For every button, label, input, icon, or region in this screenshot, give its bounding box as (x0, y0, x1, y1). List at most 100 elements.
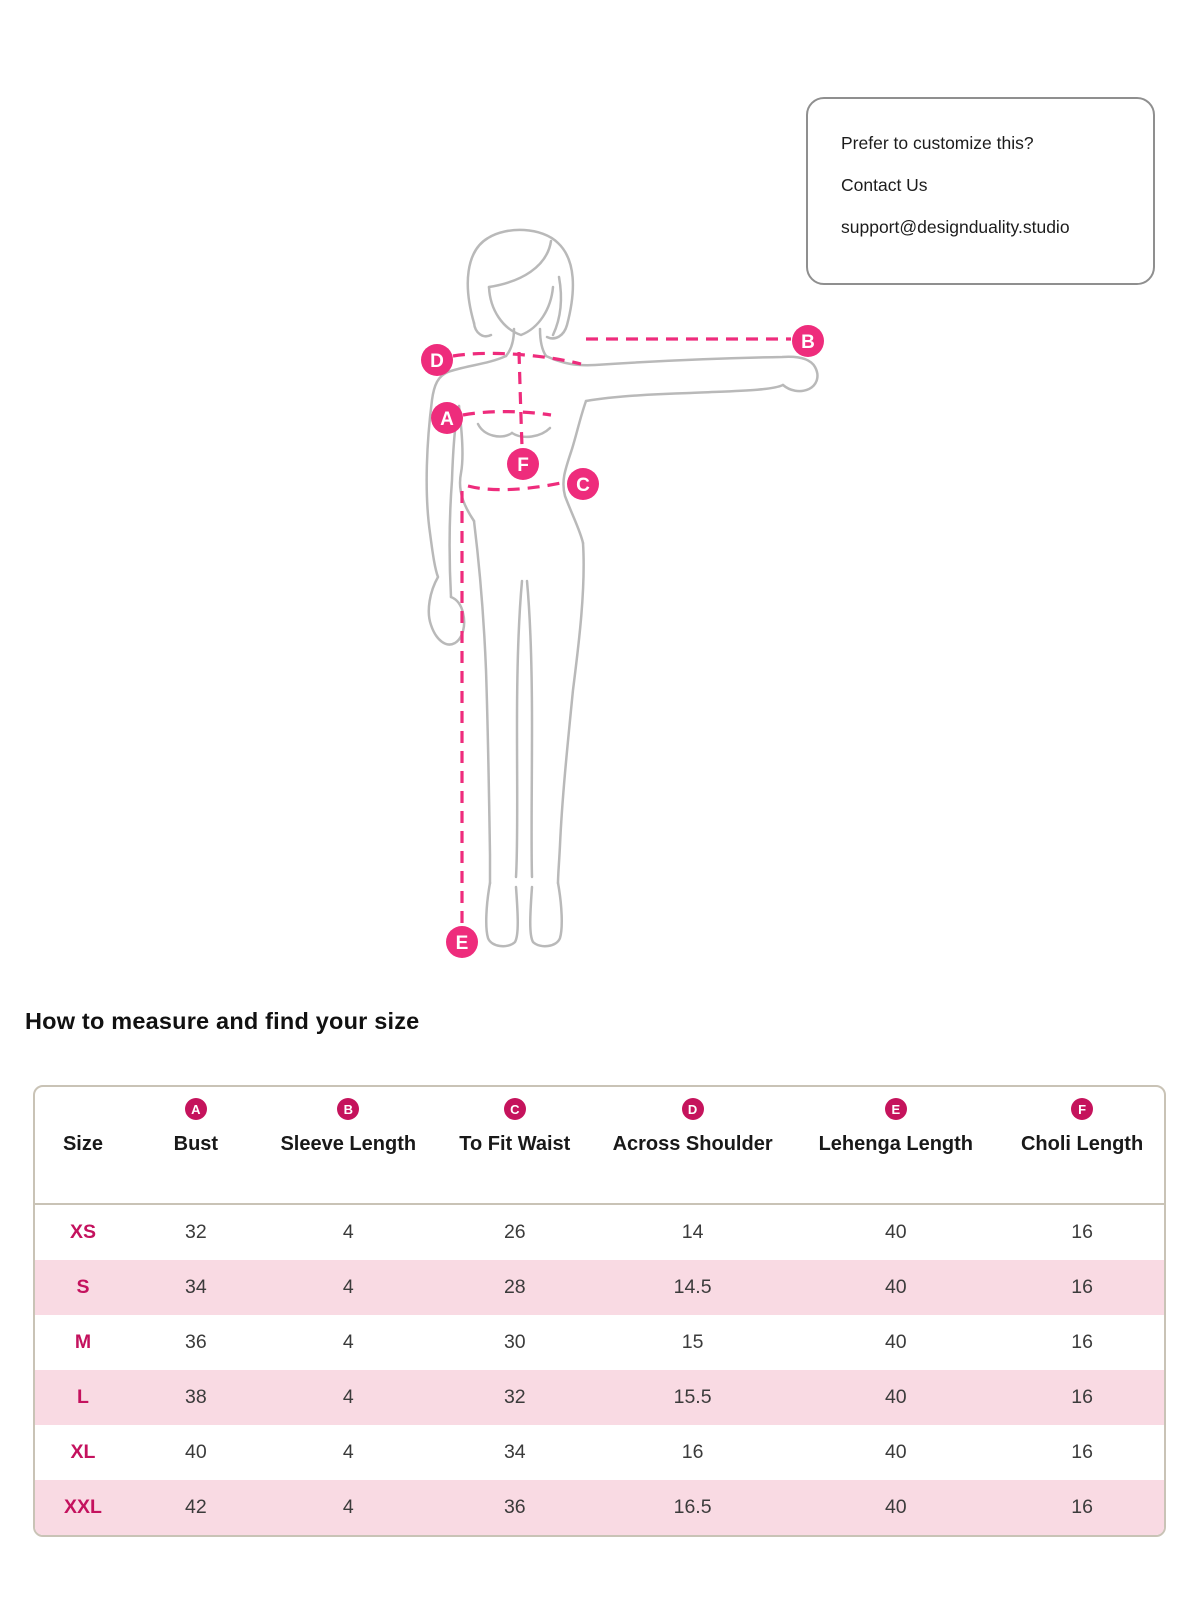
column-label-to-fit-waist: To Fit Waist (459, 1133, 571, 1155)
right-leg-outer (556, 541, 585, 885)
marker-c: C (567, 468, 599, 500)
to-fit-waist-cell: 34 (503, 1441, 526, 1463)
lehenga-length-cell: 40 (884, 1221, 907, 1243)
sleeve-length-cell: 4 (342, 1331, 354, 1353)
bust-cell: 32 (185, 1221, 207, 1243)
waist-line-c (467, 480, 567, 492)
callout-line-2: Contact Us (841, 175, 928, 195)
bust-cell: 38 (185, 1386, 207, 1408)
across-shoulder-cell: 14.5 (673, 1276, 712, 1298)
table-row-s: S 34 4 28 14.5 40 16 (35, 1260, 1164, 1315)
marker-c-letter: C (576, 475, 590, 496)
marker-f-letter: F (517, 455, 529, 476)
marker-b-circle (792, 325, 824, 357)
table-row-xxl: XXL 42 4 36 16.5 40 16 (35, 1480, 1164, 1535)
column-label-size: Size (62, 1133, 103, 1155)
sleeve-length-cell: 4 (342, 1441, 354, 1463)
marker-e-letter: E (456, 933, 469, 954)
choli-length-cell: 16 (1071, 1221, 1093, 1243)
size-cell: S (76, 1276, 90, 1298)
column-label-choli-length: Choli Length (1020, 1133, 1144, 1155)
table-header-row: Size A Bust B Sleeve Length C To Fit Wai… (35, 1087, 1164, 1205)
column-header-across-shoulder: D Across Shoulder (594, 1087, 792, 1203)
marker-f: F (507, 448, 539, 480)
lehenga-length-cell: 40 (884, 1276, 907, 1298)
bust-line-a (462, 410, 552, 417)
choli-length-cell: 16 (1071, 1386, 1093, 1408)
hair-lock-left (472, 321, 493, 338)
to-fit-waist-cell: 36 (503, 1496, 526, 1518)
table-row-l: L 38 4 32 15.5 40 16 (35, 1370, 1164, 1425)
across-shoulder-cell: 15 (681, 1331, 704, 1353)
torso-right (562, 399, 588, 545)
bust-curve-right (510, 426, 552, 439)
left-foot (485, 881, 519, 948)
column-header-sleeve-length: B Sleeve Length (261, 1087, 436, 1203)
hair-fringe (487, 239, 553, 289)
marker-d-circle (421, 344, 453, 376)
bust-cell: 40 (185, 1441, 207, 1463)
column-marker-c-icon: C (503, 1098, 526, 1120)
customize-callout: Prefer to customize this? Contact Us sup… (806, 97, 1155, 285)
sleeve-length-cell: 4 (342, 1386, 354, 1408)
lehenga-length-cell: 40 (884, 1441, 907, 1463)
sleeve-length-cell: 4 (342, 1276, 354, 1298)
column-marker-f-icon: F (1071, 1098, 1094, 1120)
marker-a-letter: A (440, 409, 454, 430)
bust-cell: 36 (185, 1331, 207, 1353)
body-outline (425, 228, 819, 948)
marker-d-letter: D (430, 351, 444, 372)
sleeve-length-cell: 4 (342, 1496, 354, 1518)
right-foot (529, 881, 563, 948)
column-marker-b-icon: B (337, 1098, 360, 1120)
neck-left (504, 327, 516, 358)
across-shoulder-cell: 16.5 (673, 1496, 712, 1518)
measurement-lines (452, 337, 791, 925)
column-header-choli-length: F Choli Length (1000, 1087, 1164, 1203)
choli-length-line-f (517, 351, 524, 447)
size-cell: M (74, 1331, 92, 1353)
measurement-figure: D A F C B E (390, 225, 830, 970)
column-marker-a-icon: A (184, 1098, 207, 1120)
marker-d: D (421, 344, 453, 376)
hair-lock-right (551, 275, 563, 337)
across-shoulder-cell: 15.5 (673, 1386, 712, 1408)
column-label-across-shoulder: Across Shoulder (612, 1133, 773, 1155)
measurement-figure-svg: D A F C B E (421, 228, 824, 958)
callout-email[interactable]: support@designduality.studio (841, 217, 1070, 237)
lehenga-length-cell: 40 (884, 1331, 907, 1353)
across-shoulder-line-d (452, 351, 582, 366)
column-marker-d-icon: D (681, 1098, 704, 1120)
across-shoulder-cell: 16 (681, 1441, 704, 1463)
right-arm-bottom (584, 383, 785, 403)
left-leg-outer (472, 519, 492, 885)
size-cell: XS (69, 1221, 96, 1243)
marker-f-circle (507, 448, 539, 480)
face-outline (487, 285, 555, 337)
table-row-xl: XL 40 4 34 16 40 16 (35, 1425, 1164, 1480)
to-fit-waist-cell: 28 (503, 1276, 526, 1298)
callout-line-1: Prefer to customize this? (841, 133, 1034, 153)
marker-b: B (792, 325, 824, 357)
hair-outline (466, 228, 575, 340)
sleeve-length-cell: 4 (342, 1221, 354, 1243)
column-label-lehenga-length: Lehenga Length (818, 1133, 974, 1155)
inner-leg-right (525, 579, 534, 879)
neck-right (538, 327, 548, 358)
bust-cell: 42 (185, 1496, 207, 1518)
choli-length-cell: 16 (1071, 1441, 1093, 1463)
inner-leg-left (514, 579, 524, 879)
column-label-sleeve-length: Sleeve Length (280, 1133, 417, 1155)
left-shoulder-arm (425, 354, 508, 646)
column-marker-e-icon: E (884, 1098, 907, 1120)
table-row-m: M 36 4 30 15 40 16 (35, 1315, 1164, 1370)
marker-e-circle (446, 926, 478, 958)
lehenga-length-cell: 40 (884, 1386, 907, 1408)
section-heading: How to measure and find your size (25, 1008, 420, 1034)
choli-length-cell: 16 (1071, 1331, 1093, 1353)
marker-b-letter: B (801, 332, 815, 353)
marker-a-circle (431, 402, 463, 434)
column-header-size: Size (35, 1087, 131, 1203)
table-row-xs: XS 32 4 26 14 40 16 (35, 1205, 1164, 1260)
column-header-lehenga-length: E Lehenga Length (791, 1087, 1000, 1203)
